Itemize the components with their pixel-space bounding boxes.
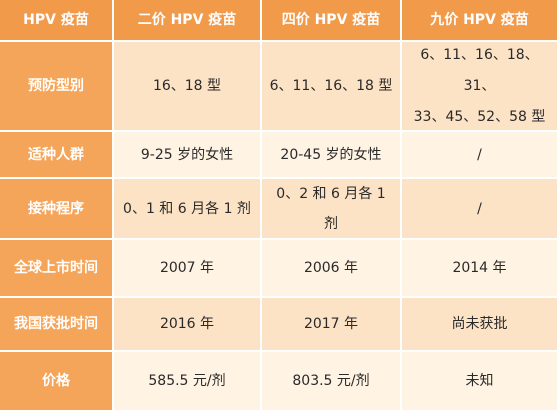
header-cell-nonavalent: 九价 HPV 疫苗 — [402, 0, 557, 42]
table-cell: 2017 年 — [262, 298, 402, 352]
header-cell-vaccine: HPV 疫苗 — [0, 0, 114, 42]
table-cell: 2006 年 — [262, 240, 402, 298]
row-label-price: 价格 — [0, 352, 114, 412]
table-cell: 6、11、16、18 型 — [262, 42, 402, 132]
header-cell-quadrivalent: 四价 HPV 疫苗 — [262, 0, 402, 42]
table-cell: 2016 年 — [114, 298, 262, 352]
table-cell: 0、2 和 6 月各 1 剂 — [262, 179, 402, 240]
table-cell: 6、11、16、18、31、 33、45、52、58 型 — [402, 42, 557, 132]
table-cell: 0、1 和 6 月各 1 剂 — [114, 179, 262, 240]
table-cell: 20-45 岁的女性 — [262, 132, 402, 179]
table-cell: 2014 年 — [402, 240, 557, 298]
row-label-dosing-schedule: 接种程序 — [0, 179, 114, 240]
table-cell: / — [402, 132, 557, 179]
row-label-global-launch: 全球上市时间 — [0, 240, 114, 298]
table-cell: 803.5 元/剂 — [262, 352, 402, 412]
table-cell: 9-25 岁的女性 — [114, 132, 262, 179]
table-cell: 尚未获批 — [402, 298, 557, 352]
row-label-prevention-types: 预防型别 — [0, 42, 114, 132]
table-cell: 2007 年 — [114, 240, 262, 298]
row-label-china-approval: 我国获批时间 — [0, 298, 114, 352]
table-cell: / — [402, 179, 557, 240]
table-cell: 585.5 元/剂 — [114, 352, 262, 412]
header-cell-bivalent: 二价 HPV 疫苗 — [114, 0, 262, 42]
table-cell: 未知 — [402, 352, 557, 412]
table-cell: 16、18 型 — [114, 42, 262, 132]
row-label-target-population: 适种人群 — [0, 132, 114, 179]
